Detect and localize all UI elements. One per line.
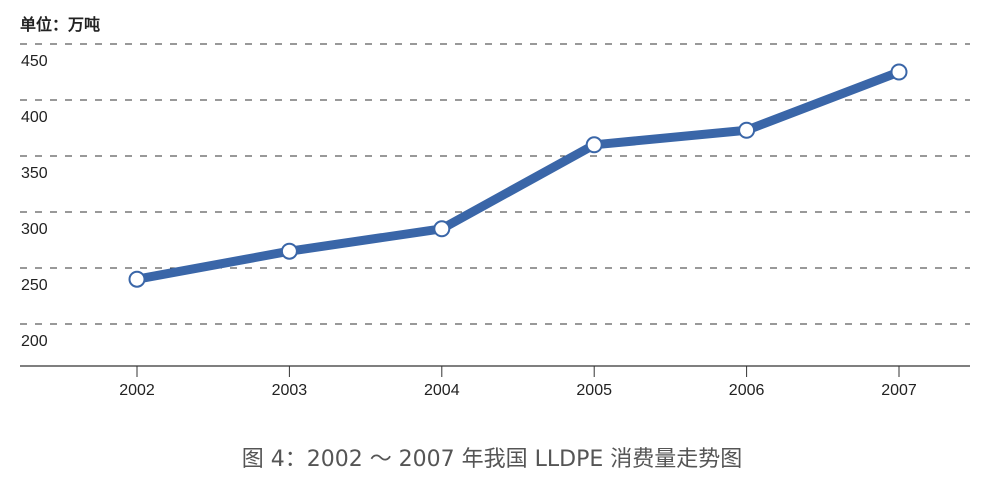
y-tick-label: 300 [21, 221, 48, 238]
x-tick-label: 2007 [881, 382, 917, 399]
x-tick-label: 2003 [272, 382, 308, 399]
chart-title: 图 4：2002 ～ 2007 年我国 LLDPE 消费量走势图 [242, 447, 743, 472]
y-tick-label: 250 [21, 277, 48, 294]
y-tick-label: 450 [21, 53, 48, 70]
data-point [890, 63, 908, 81]
unit-label: 单位：万吨 [20, 15, 100, 34]
x-tick-label: 2006 [729, 382, 765, 399]
x-tick-label: 2002 [119, 382, 155, 399]
y-tick-label: 200 [21, 333, 48, 350]
x-tick-label: 2004 [424, 382, 460, 399]
series-line [136, 67, 901, 284]
data-point [738, 121, 756, 139]
data-point [280, 242, 298, 260]
data-point [433, 220, 451, 238]
data-point [128, 270, 146, 288]
y-tick-label: 350 [21, 165, 48, 182]
y-tick-label: 400 [21, 109, 48, 126]
x-tick-label: 2005 [576, 382, 612, 399]
data-point [585, 136, 603, 154]
